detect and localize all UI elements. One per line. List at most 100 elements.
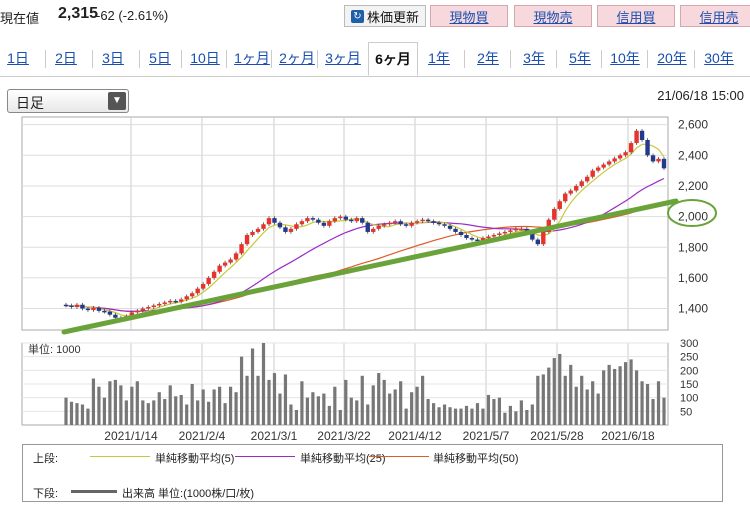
tab-3[interactable]: 3日: [102, 50, 124, 66]
tab-1[interactable]: 1日: [7, 50, 29, 66]
legend-volume-swatch: [71, 490, 117, 493]
candle: [541, 231, 546, 245]
volume-bar: [437, 407, 441, 425]
x-tick-label: 2021/4/12: [388, 429, 442, 443]
candle: [579, 181, 584, 186]
refresh-price-button[interactable]: ↻ 株価更新: [344, 5, 426, 27]
volume-bar: [69, 401, 74, 425]
candle: [222, 262, 228, 266]
candle: [283, 227, 288, 232]
candle: [288, 228, 294, 232]
candle: [436, 222, 442, 225]
volume-bar: [141, 400, 145, 425]
volume-bar: [497, 397, 502, 425]
tab-10[interactable]: 1年: [428, 50, 450, 66]
volume-bar: [349, 397, 353, 425]
volume-bar: [157, 392, 161, 425]
volume-bar: [382, 379, 386, 425]
tab-separator: [647, 50, 648, 68]
volume-bar: [640, 381, 644, 425]
tab-separator: [226, 50, 227, 68]
volume-bar: [152, 400, 156, 425]
tab-4[interactable]: 5日: [149, 50, 171, 66]
cash-buy-button[interactable]: 現物買: [430, 5, 508, 27]
volume-bar: [327, 405, 331, 425]
tab-8[interactable]: 3ヶ月: [325, 50, 361, 66]
margin-sell-button[interactable]: 信用売: [680, 5, 750, 27]
candle: [189, 293, 195, 297]
volume-bar: [311, 392, 315, 425]
x-tick-label: 2021/1/14: [104, 429, 158, 443]
volume-tick-label: 250: [680, 352, 698, 364]
volume-bar: [185, 404, 189, 425]
volume-bar: [64, 397, 68, 425]
candle: [584, 176, 590, 182]
tab-12[interactable]: 3年: [523, 50, 545, 66]
volume-bar: [80, 404, 85, 425]
legend-lower-label: 下段:: [33, 488, 59, 500]
volume-bar: [464, 405, 469, 425]
candle: [486, 236, 491, 239]
candle: [475, 239, 480, 242]
volume-bar: [223, 403, 227, 425]
margin-buy-button[interactable]: 信用買: [597, 5, 675, 27]
volume-bar: [289, 404, 293, 425]
volume-bar: [393, 389, 397, 425]
volume-bar: [399, 381, 403, 425]
candle-period-select[interactable]: 日足 ▼: [7, 89, 129, 113]
candle: [634, 130, 639, 144]
volume-bar: [234, 392, 238, 425]
candle: [442, 224, 447, 226]
volume-tick-label: 100: [680, 393, 698, 405]
volume-bar: [459, 408, 463, 425]
candle: [469, 238, 475, 240]
volume-bar: [618, 366, 622, 425]
tab-16[interactable]: 30年: [704, 50, 734, 66]
volume-bar: [410, 392, 414, 425]
candle: [200, 284, 206, 289]
tab-6[interactable]: 1ヶ月: [234, 50, 270, 66]
tab-9[interactable]: 6ヶ月: [368, 42, 418, 76]
tab-separator: [601, 50, 602, 68]
x-tick-label: 2021/5/28: [530, 429, 584, 443]
tab-13[interactable]: 5年: [569, 50, 591, 66]
candle: [310, 218, 316, 220]
volume-bar: [239, 356, 244, 425]
tab-2[interactable]: 2日: [55, 50, 77, 66]
candle: [656, 158, 661, 162]
candle: [497, 233, 502, 235]
candle: [590, 170, 595, 177]
volume-bar: [536, 375, 540, 425]
tab-15[interactable]: 20年: [657, 50, 687, 66]
volume-tick-label: 300: [680, 338, 698, 350]
volume-bar: [475, 403, 480, 425]
volume-bar: [294, 409, 299, 425]
volume-bar: [228, 386, 233, 425]
candle: [327, 221, 332, 226]
volume-bar: [75, 403, 79, 425]
candle: [96, 307, 102, 311]
volume-bar: [190, 384, 194, 425]
tab-5[interactable]: 10日: [190, 50, 220, 66]
volume-bar: [514, 411, 518, 425]
volume-bar: [333, 386, 337, 425]
volume-bar: [508, 405, 512, 425]
x-tick-label: 2021/5/7: [463, 429, 510, 443]
volume-bar: [525, 409, 529, 425]
tab-14[interactable]: 10年: [610, 50, 640, 66]
candle: [129, 312, 135, 317]
candle: [612, 158, 617, 162]
candle: [403, 224, 409, 226]
tab-7[interactable]: 2ヶ月: [279, 50, 315, 66]
tab-separator: [45, 50, 46, 68]
volume-bar: [388, 393, 392, 425]
tab-11[interactable]: 2年: [477, 50, 499, 66]
cash-sell-button[interactable]: 現物売: [514, 5, 592, 27]
volume-bar: [135, 381, 139, 425]
candle: [354, 218, 359, 222]
volume-bar: [207, 401, 211, 425]
volume-bar: [119, 385, 123, 425]
candle: [425, 219, 431, 222]
tab-separator: [139, 50, 140, 68]
x-tick-label: 2021/6/18: [601, 429, 655, 443]
